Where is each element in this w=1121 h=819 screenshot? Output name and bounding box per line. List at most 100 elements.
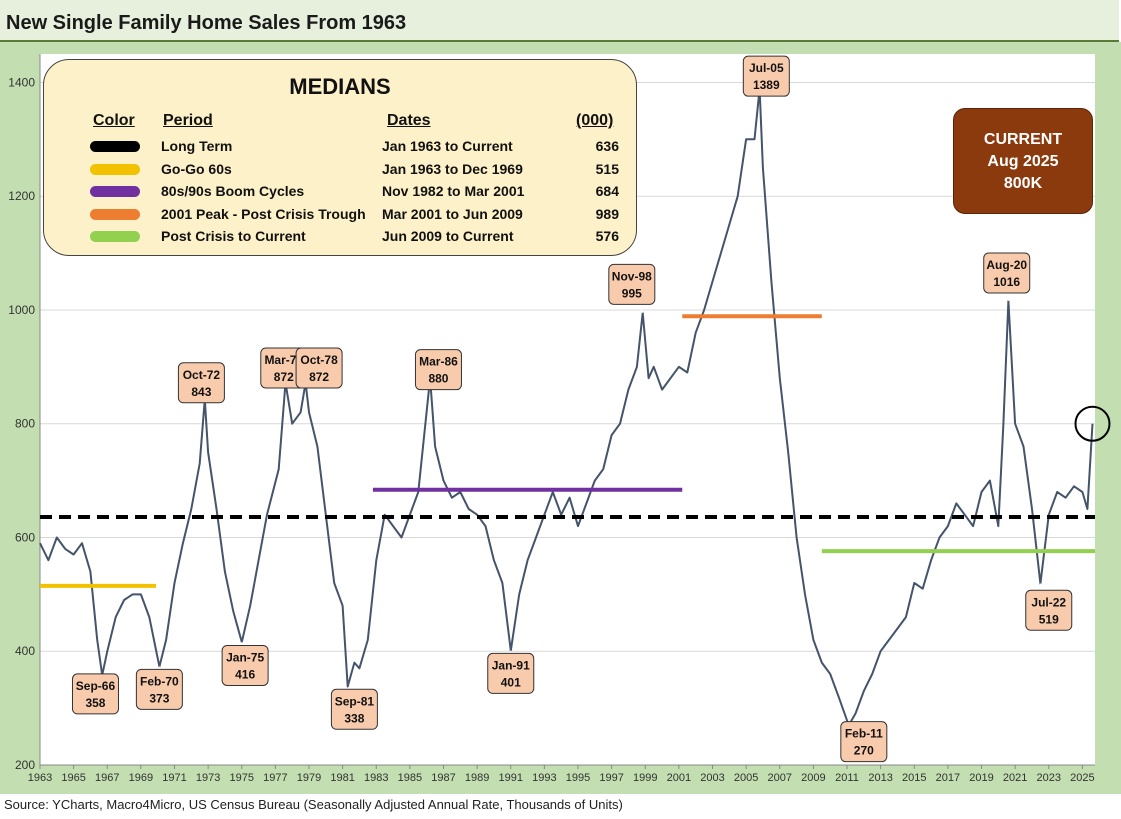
x-tick-label: 2003 — [700, 772, 724, 784]
callout-box — [840, 721, 888, 763]
current-point-marker — [1074, 405, 1111, 442]
series-line-home-sales — [39, 87, 1094, 727]
legend-row: Long Term Jan 1963 to Current 636 — [44, 136, 636, 158]
callout-date: Aug-20 — [986, 258, 1027, 272]
legend-dates: Jan 1963 to Current — [382, 138, 513, 154]
callout-box — [135, 668, 183, 710]
callout-box — [487, 652, 535, 694]
x-tick-label: 2019 — [969, 772, 993, 784]
x-tick-label: 2007 — [768, 772, 792, 784]
legend-swatch — [90, 231, 140, 242]
legend-header-period: Period — [163, 112, 213, 129]
callout-date: Feb-70 — [140, 674, 179, 688]
y-tick-label: 400 — [15, 644, 35, 658]
x-tick-label: 2001 — [667, 772, 691, 784]
x-tick-label: 1983 — [364, 772, 388, 784]
callout-date: Jan-75 — [226, 650, 264, 664]
chart-title: New Single Family Home Sales From 1963 — [6, 12, 407, 34]
legend-dates: Jan 1963 to Dec 1969 — [382, 161, 523, 177]
legend-dates: Jun 2009 to Current — [382, 228, 514, 244]
callout-date: Jan-91 — [492, 658, 530, 672]
x-tick-label: 1981 — [330, 772, 354, 784]
callout-value: 358 — [85, 696, 105, 710]
x-tick-label: 2021 — [1003, 772, 1027, 784]
callout-value: 270 — [854, 744, 874, 758]
callout-date: Sep-81 — [335, 694, 375, 708]
x-tick-label: 2015 — [902, 772, 926, 784]
x-tick-label: 1993 — [532, 772, 556, 784]
x-tick-label: 2025 — [1070, 772, 1094, 784]
x-tick-label: 2009 — [801, 772, 825, 784]
x-tick-label: 1999 — [633, 772, 657, 784]
x-tick-label: 1985 — [398, 772, 422, 784]
callout-box — [71, 673, 119, 715]
legend-value: 989 — [595, 206, 619, 222]
callout-date: Jul-05 — [749, 61, 784, 75]
callout-date: Mar-86 — [419, 355, 458, 369]
current-date: Aug 2025 — [987, 153, 1059, 170]
callout-value: 1389 — [753, 78, 780, 92]
x-tick-label: 2017 — [936, 772, 960, 784]
y-tick-label: 200 — [15, 758, 35, 772]
callout-value: 1016 — [993, 275, 1020, 289]
x-tick-label: 2011 — [835, 772, 859, 784]
current-label: CURRENT — [983, 131, 1063, 148]
x-tick-label: 1963 — [28, 772, 52, 784]
callout-value: 880 — [428, 372, 448, 386]
callout-value: 872 — [309, 370, 329, 384]
legend-value: 684 — [595, 183, 619, 199]
legend-row: 2001 Peak - Post Crisis Trough Mar 2001 … — [44, 204, 636, 226]
x-tick-label: 1971 — [162, 772, 186, 784]
x-tick-label: 1979 — [297, 772, 321, 784]
x-tick-label: 2005 — [734, 772, 758, 784]
x-tick-label: 1997 — [599, 772, 623, 784]
callout-date: Mar-77 — [264, 353, 303, 367]
y-tick-label: 600 — [15, 530, 35, 544]
legend-swatch — [90, 186, 140, 197]
callout-value: 373 — [149, 691, 169, 705]
legend-period: Go-Go 60s — [161, 161, 232, 177]
callout-date: Nov-98 — [612, 269, 652, 283]
legend-period: Post Crisis to Current — [161, 228, 306, 244]
callout-value: 995 — [622, 286, 642, 300]
callout-box — [742, 55, 790, 97]
source-note: Source: YCharts, Macro4Micro, US Census … — [4, 797, 623, 812]
callout-value: 401 — [501, 675, 521, 689]
callout-value: 416 — [235, 667, 255, 681]
callout-date: Sep-66 — [76, 679, 116, 693]
x-tick-label: 1965 — [61, 772, 85, 784]
legend-dates: Nov 1982 to Mar 2001 — [382, 183, 525, 199]
x-tick-label: 1987 — [431, 772, 455, 784]
callout-box — [295, 347, 343, 389]
legend-period: 2001 Peak - Post Crisis Trough — [161, 206, 366, 222]
callout-date: Feb-11 — [845, 727, 883, 741]
callout-box — [1025, 589, 1073, 631]
callout-box — [983, 252, 1031, 294]
legend-swatch — [90, 209, 140, 220]
legend-period: Long Term — [161, 138, 233, 154]
x-tick-label: 1991 — [499, 772, 523, 784]
y-tick-label: 800 — [15, 417, 35, 431]
x-tick-label: 2013 — [868, 772, 892, 784]
legend-value: 636 — [595, 138, 619, 154]
legend-title: MEDIANS — [289, 74, 391, 99]
current-value: 800K — [1003, 175, 1043, 192]
callout-box — [330, 688, 378, 730]
x-tick-label: 1995 — [566, 772, 590, 784]
legend-row: 80s/90s Boom Cycles Nov 1982 to Mar 2001… — [44, 181, 636, 203]
y-tick-label: 1000 — [8, 303, 35, 317]
legend-swatch — [90, 141, 140, 152]
x-tick-label: 2023 — [1037, 772, 1061, 784]
title-bar: New Single Family Home Sales From 1963 — [0, 0, 1119, 42]
legend-row: Post Crisis to Current Jun 2009 to Curre… — [44, 226, 636, 248]
callout-value: 843 — [191, 385, 211, 399]
x-tick-label: 1973 — [196, 772, 220, 784]
x-tick-label: 1969 — [129, 772, 153, 784]
callout-date: Jul-22 — [1031, 595, 1066, 609]
current-value-box: CURRENT Aug 2025 800K — [953, 108, 1093, 214]
medians-legend: MEDIANS Color Period Dates (000) Long Te… — [43, 59, 637, 256]
y-tick-label: 1200 — [8, 189, 35, 203]
callout-value: 872 — [274, 370, 294, 384]
y-tick-label: 1400 — [8, 75, 35, 89]
x-tick-label: 1989 — [465, 772, 489, 784]
